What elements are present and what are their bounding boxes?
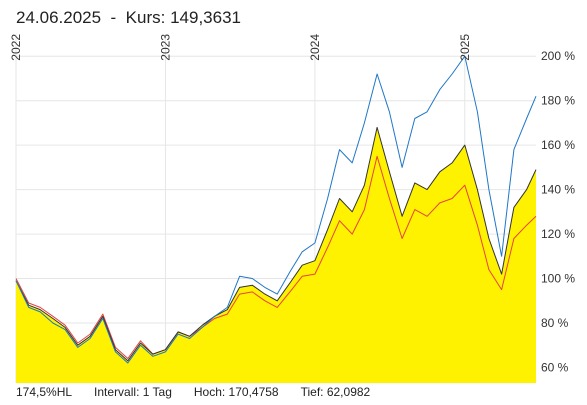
footer-hoch: Hoch: 170,4758: [193, 385, 279, 399]
y-tick-label: 180 %: [541, 94, 575, 108]
series-line-3: [15, 155, 537, 359]
kurs-value: 149,3631: [170, 8, 241, 27]
y-tick-label: 80 %: [541, 316, 569, 330]
y-tick-label: 60 %: [541, 360, 569, 374]
x-tick-label: 2024: [308, 34, 322, 61]
chart-footer: 174,5%HL Intervall: 1 Tag Hoch: 170,4758 Ti…: [16, 385, 392, 399]
y-tick-label: 200 %: [541, 49, 575, 63]
y-tick-label: 160 %: [541, 138, 575, 152]
x-tick-label: 2025: [458, 34, 472, 61]
y-tick-label: 120 %: [541, 227, 575, 241]
chart-title: 24.06.2025 - Kurs: 149,3631: [16, 8, 241, 28]
axis-layer: 60 % 80 % 100 % 120 % 140 % 160 % 180 % 200 % 20…: [9, 34, 575, 375]
y-tick-label: 140 %: [541, 183, 575, 197]
footer-hl: 174,5%HL: [16, 385, 73, 399]
quote-date: 24.06.2025: [16, 8, 102, 27]
y-tick-label: 100 %: [541, 272, 575, 286]
area-fill: [16, 127, 536, 384]
title-separator: -: [110, 8, 117, 27]
series-line-2: [15, 55, 537, 364]
x-tick-label: 2023: [158, 34, 172, 61]
series-line-1: [15, 126, 537, 362]
footer-intervall: Intervall: 1 Tag: [94, 385, 172, 399]
footer-tief: Tief: 62,0982: [300, 385, 371, 399]
series-layer: [15, 55, 537, 384]
x-tick-label: 2022: [9, 34, 23, 61]
kurs-label: Kurs:: [125, 8, 166, 27]
